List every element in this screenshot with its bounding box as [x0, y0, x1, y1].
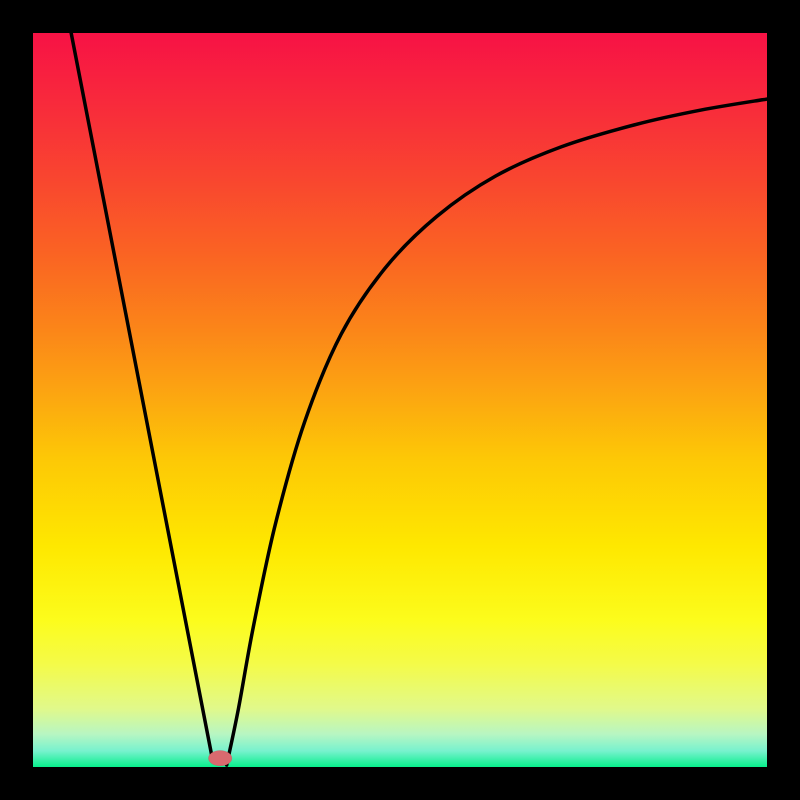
border-bottom [0, 767, 800, 800]
border-top [0, 0, 800, 33]
border-left [0, 0, 33, 800]
border-right [767, 0, 800, 800]
gradient-background [33, 33, 767, 767]
plot-area [33, 33, 767, 767]
chart-canvas: TheBottleneck.com [0, 0, 800, 800]
